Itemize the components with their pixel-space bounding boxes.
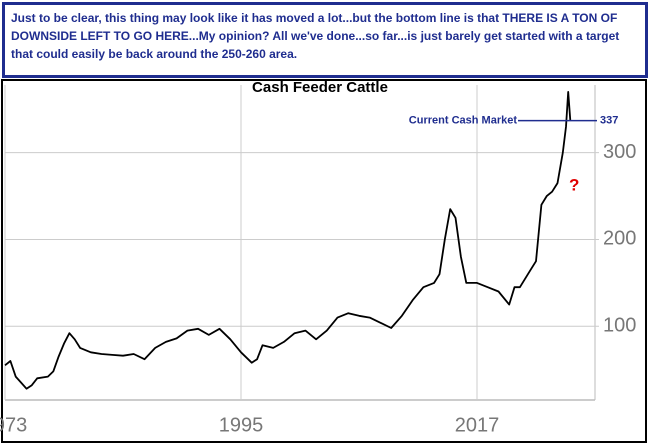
question-mark: ? bbox=[569, 175, 579, 194]
y-tick-label: 300 bbox=[603, 141, 636, 163]
y-tick-label: 100 bbox=[603, 315, 636, 337]
price-line bbox=[4, 91, 572, 390]
x-tick-label: 1995 bbox=[219, 414, 264, 436]
x-tick-label: 2017 bbox=[455, 414, 500, 436]
note-box: Just to be clear, this thing may look li… bbox=[2, 2, 648, 78]
annotation-text: Current Cash Market bbox=[409, 114, 518, 126]
chart-border bbox=[1, 79, 647, 443]
x-tick-label: 1973 bbox=[0, 414, 27, 436]
annotation-value: 337 bbox=[600, 114, 618, 126]
chart-title: Cash Feeder Cattle bbox=[252, 79, 388, 96]
y-tick-label: 200 bbox=[603, 228, 636, 250]
